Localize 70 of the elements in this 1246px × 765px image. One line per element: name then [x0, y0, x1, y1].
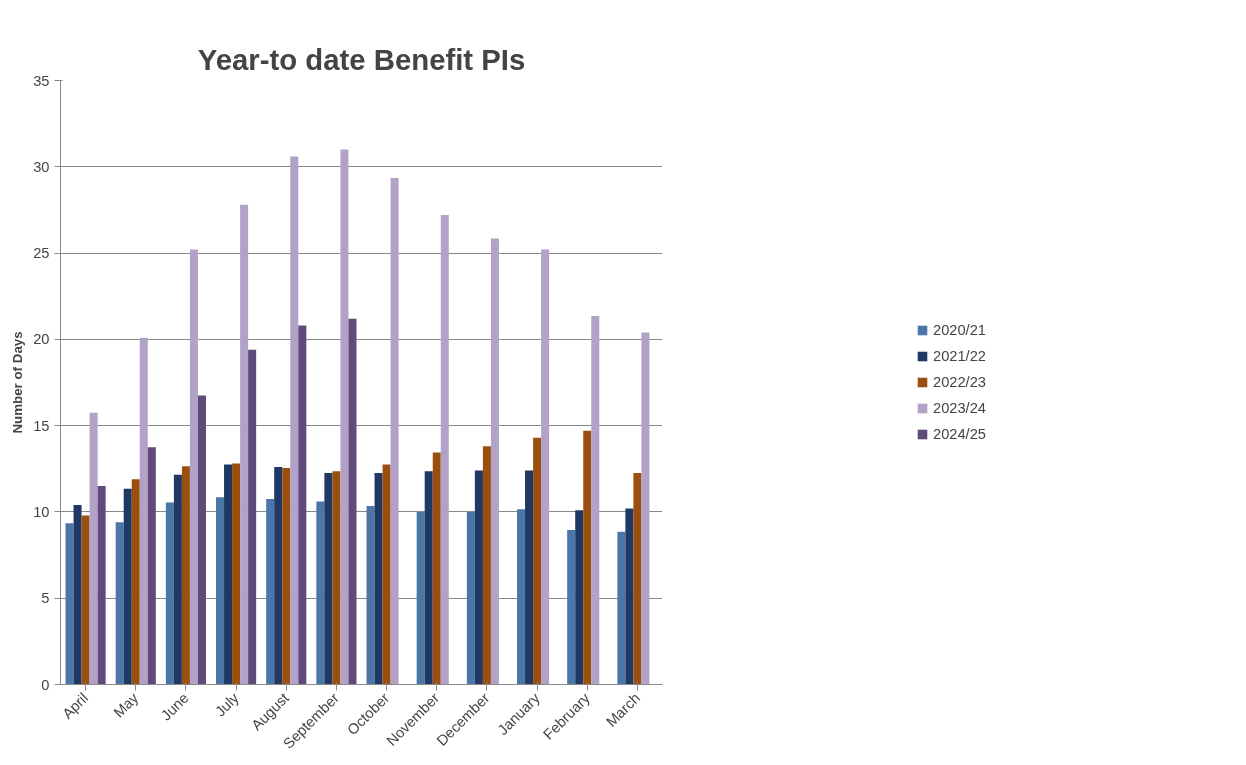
- legend-label: 2023/24: [933, 400, 986, 416]
- bar: [97, 486, 106, 685]
- bar: [641, 332, 650, 685]
- legend-label: 2020/21: [933, 322, 986, 338]
- bar: [575, 510, 584, 685]
- bar: [332, 471, 341, 685]
- bar: [240, 204, 249, 685]
- bar: [248, 349, 257, 685]
- y-axis-title: Number of Days: [10, 331, 26, 434]
- bar: [139, 337, 148, 685]
- bar: [617, 531, 626, 685]
- bar: [340, 149, 349, 685]
- bar: [541, 249, 550, 685]
- bar: [633, 473, 642, 685]
- y-tick-label: 30: [33, 158, 50, 175]
- bar: [474, 470, 483, 685]
- bar: [73, 505, 82, 685]
- bar: [583, 430, 592, 685]
- bar: [525, 470, 534, 685]
- bar: [224, 464, 233, 685]
- bar: [482, 446, 491, 685]
- bar: [490, 238, 499, 685]
- legend-label: 2021/22: [933, 348, 986, 364]
- bar: [432, 452, 441, 685]
- bar: [416, 511, 425, 685]
- bar: [173, 474, 182, 685]
- bar: [440, 215, 449, 685]
- bar: [89, 412, 98, 685]
- bar: [290, 156, 299, 685]
- bar: [189, 249, 198, 685]
- bar: [591, 316, 600, 685]
- bar: [324, 473, 333, 685]
- y-tick-label: 35: [33, 72, 50, 89]
- legend-label: 2024/25: [933, 426, 986, 442]
- bar: [266, 498, 275, 685]
- bar: [197, 395, 206, 685]
- y-tick-label: 25: [33, 245, 50, 262]
- chart-title: Year-to date Benefit PIs: [197, 42, 526, 76]
- bar: [625, 508, 634, 685]
- bar: [390, 178, 399, 685]
- bar: [298, 325, 307, 685]
- bar: [374, 473, 383, 685]
- bar: [81, 515, 90, 685]
- bar: [517, 509, 526, 685]
- bar: [567, 530, 576, 685]
- y-tick-label: 10: [33, 503, 50, 520]
- bar: [165, 502, 174, 685]
- bar: [181, 466, 190, 685]
- bar: [65, 523, 74, 685]
- bar: [123, 488, 132, 685]
- y-tick-label: 5: [41, 590, 50, 607]
- bar: [424, 471, 433, 685]
- bar: [316, 501, 325, 685]
- x-tick-label: July: [212, 689, 243, 720]
- bar: [216, 497, 225, 685]
- bar: [232, 463, 241, 685]
- y-tick-label: 20: [33, 331, 50, 348]
- bar: [466, 511, 475, 685]
- bar: [274, 467, 283, 685]
- bar: [533, 437, 542, 685]
- bar: [115, 522, 124, 685]
- bar: [131, 479, 140, 685]
- bar: [382, 464, 391, 685]
- y-tick-label: 15: [33, 417, 50, 434]
- bar: [147, 447, 156, 685]
- y-tick-label: 0: [41, 676, 50, 693]
- legend-label: 2022/23: [933, 374, 986, 390]
- bar: [282, 467, 291, 685]
- bar: [366, 505, 375, 685]
- bar: [348, 318, 357, 685]
